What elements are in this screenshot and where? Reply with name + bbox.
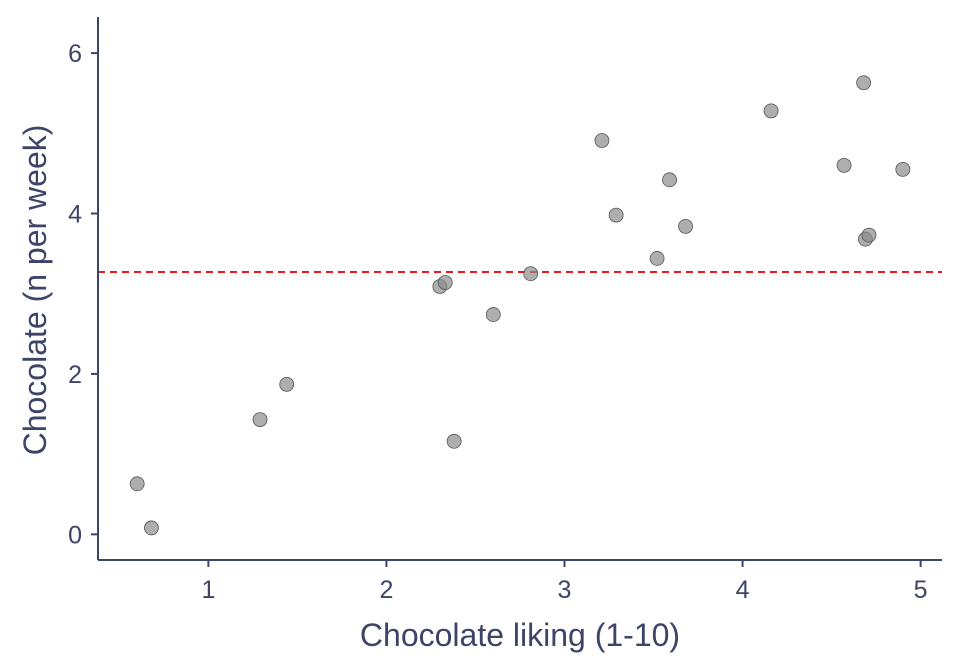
data-point-3 bbox=[252, 412, 268, 428]
data-point-19 bbox=[861, 227, 877, 243]
data-point-13 bbox=[662, 172, 677, 188]
x-axis-title: Chocolate liking (1-10) bbox=[360, 617, 680, 653]
data-point-12 bbox=[649, 251, 665, 266]
data-point-6 bbox=[437, 275, 453, 290]
x-tick-label-5: 5 bbox=[914, 576, 928, 604]
data-point-9 bbox=[523, 266, 539, 282]
y-axis-ticks: 0 2 4 6 bbox=[68, 40, 98, 549]
data-point-8 bbox=[485, 307, 501, 322]
y-tick-label-2: 2 bbox=[68, 361, 82, 389]
y-tick-label-0: 0 bbox=[68, 521, 82, 549]
data-point-14 bbox=[678, 218, 693, 234]
data-point-16 bbox=[836, 157, 852, 173]
x-axis-ticks: 1 2 3 4 5 bbox=[201, 560, 928, 604]
x-tick-label-1: 1 bbox=[201, 576, 215, 604]
data-point-2 bbox=[144, 520, 159, 536]
x-tick-label-3: 3 bbox=[558, 576, 572, 604]
y-tick-label-4: 4 bbox=[68, 201, 82, 229]
y-tick-label-6: 6 bbox=[68, 40, 82, 68]
data-point-7 bbox=[446, 433, 462, 449]
data-point-20 bbox=[895, 161, 911, 177]
data-point-4 bbox=[279, 376, 295, 392]
data-point-1 bbox=[129, 476, 145, 492]
x-tick-label-2: 2 bbox=[380, 576, 394, 604]
data-point-11 bbox=[608, 207, 624, 223]
data-point-10 bbox=[594, 133, 610, 148]
x-tick-label-4: 4 bbox=[736, 576, 750, 604]
data-point-17 bbox=[856, 75, 872, 91]
points-layer bbox=[129, 75, 911, 536]
data-point-15 bbox=[763, 103, 779, 119]
y-axis-title: Chocolate (n per week) bbox=[17, 125, 53, 456]
